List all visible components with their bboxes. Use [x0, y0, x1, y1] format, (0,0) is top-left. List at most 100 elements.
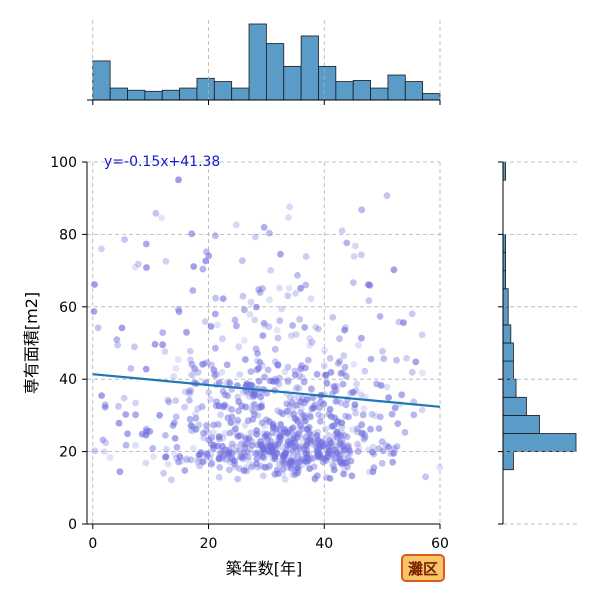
scatter-point: [408, 368, 416, 376]
scatter-point: [353, 380, 360, 388]
y-tick-label-5: 100: [50, 155, 77, 171]
scatter-point: [271, 452, 279, 460]
scatter-point: [370, 450, 377, 458]
scatter-point: [366, 281, 374, 289]
scatter-point: [360, 435, 368, 443]
scatter-point: [340, 459, 347, 467]
scatter-point: [219, 335, 226, 343]
y-tick-label-1: 20: [59, 445, 77, 461]
scatter-point: [331, 446, 339, 453]
scatter-point: [327, 439, 335, 447]
scatter-point: [358, 334, 365, 342]
scatter-point: [336, 441, 344, 448]
scatter-point: [279, 465, 287, 473]
scatter-point: [358, 421, 366, 429]
scatter-point: [232, 443, 240, 451]
scatter-point: [219, 453, 227, 460]
scatter-point: [419, 369, 426, 377]
scatter-point: [101, 401, 109, 409]
scatter-point: [311, 476, 319, 483]
scatter-point: [378, 459, 386, 467]
scatter-point: [391, 404, 399, 412]
scatter-point: [172, 413, 180, 421]
y-hist-bar-9: [502, 342, 514, 362]
scatter-point: [242, 403, 250, 411]
scatter-point: [280, 429, 288, 437]
scatter-point: [320, 442, 328, 449]
scatter-point: [240, 449, 248, 457]
scatter-point: [265, 450, 273, 458]
x-hist-bar-9: [248, 23, 267, 101]
scatter-point: [272, 444, 280, 451]
scatter-point: [192, 425, 200, 433]
scatter-point: [168, 476, 175, 484]
scatter-point: [187, 456, 195, 464]
scatter-point: [376, 313, 384, 320]
scatter-point: [254, 449, 262, 457]
scatter-point: [211, 371, 218, 379]
scatter-point: [267, 267, 274, 274]
scatter-point: [308, 384, 315, 392]
scatter-point: [185, 388, 193, 395]
scatter-point: [324, 449, 332, 457]
scatter-point: [187, 422, 195, 429]
scatter-point: [115, 419, 123, 427]
scatter-point: [280, 459, 288, 466]
y-hist-bar-12: [502, 288, 509, 308]
scatter-point: [250, 410, 258, 418]
scatter-point: [241, 452, 249, 460]
scatter-point: [189, 444, 197, 452]
scatter-point: [267, 437, 275, 445]
scatter-point: [280, 444, 287, 451]
scatter-point: [318, 439, 326, 446]
scatter-point: [234, 475, 242, 483]
x-hist-bar-12: [300, 35, 319, 101]
scatter-point: [331, 387, 338, 395]
scatter-point: [237, 453, 244, 461]
scatter-point: [314, 446, 322, 454]
scatter-point: [266, 377, 274, 385]
scatter-point: [198, 403, 206, 411]
x-hist-bar-13: [318, 65, 337, 101]
scatter-point: [98, 245, 105, 253]
scatter-point: [398, 391, 406, 399]
scatter-point: [113, 336, 121, 343]
scatter-point: [284, 363, 292, 371]
scatter-point: [292, 290, 300, 297]
scatter-point: [320, 362, 328, 370]
scatter-point: [240, 467, 248, 474]
scatter-point: [114, 341, 122, 349]
scatter-point: [308, 385, 315, 393]
scatter-point: [132, 399, 140, 407]
scatter-point: [131, 343, 138, 351]
axes: 0 20 40 60 0 20 40 60 80 100: [50, 99, 504, 552]
scatter-point: [263, 446, 270, 454]
scatter-point: [302, 253, 310, 260]
scatter-point: [218, 368, 226, 376]
x-hist-bar-2: [127, 89, 146, 101]
scatter-point: [200, 429, 207, 437]
scatter-point: [222, 456, 230, 464]
scatter-point: [352, 386, 360, 394]
scatter-point: [334, 360, 342, 367]
scatter-point: [212, 294, 220, 302]
scatter-point: [284, 378, 292, 385]
x-hist-bar-15: [352, 80, 371, 101]
scatter-point: [138, 430, 146, 438]
scatter-point: [271, 441, 279, 449]
x-tick-label-2: 40: [315, 536, 333, 552]
scatter-point: [203, 452, 211, 460]
scatter-point: [259, 453, 267, 461]
scatter-point: [320, 455, 328, 462]
scatter-point: [219, 434, 227, 442]
scatter-point: [332, 397, 340, 405]
scatter-point: [294, 469, 301, 477]
scatter-point: [271, 345, 279, 353]
scatter-point: [234, 416, 242, 424]
x-hist-bar-0: [92, 60, 111, 101]
scatter-point: [207, 396, 215, 403]
scatter-point: [249, 461, 257, 469]
scatter-point: [283, 407, 291, 415]
scatter-point: [215, 454, 223, 462]
scatter-point: [134, 260, 142, 268]
